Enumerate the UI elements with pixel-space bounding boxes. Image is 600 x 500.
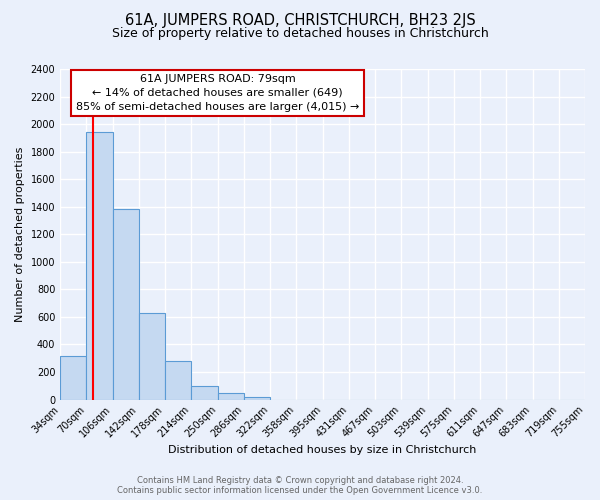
Y-axis label: Number of detached properties: Number of detached properties: [15, 146, 25, 322]
X-axis label: Distribution of detached houses by size in Christchurch: Distribution of detached houses by size …: [169, 445, 477, 455]
Bar: [113, 210, 139, 400]
Text: 61A, JUMPERS ROAD, CHRISTCHURCH, BH23 2JS: 61A, JUMPERS ROAD, CHRISTCHURCH, BH23 2J…: [125, 12, 475, 28]
Bar: [86, 132, 113, 400]
Bar: [244, 397, 270, 400]
Bar: [218, 394, 244, 400]
Bar: [165, 361, 191, 400]
Text: 61A JUMPERS ROAD: 79sqm
← 14% of detached houses are smaller (649)
85% of semi-d: 61A JUMPERS ROAD: 79sqm ← 14% of detache…: [76, 74, 359, 112]
Text: Contains HM Land Registry data © Crown copyright and database right 2024.: Contains HM Land Registry data © Crown c…: [137, 476, 463, 485]
Bar: [60, 356, 86, 400]
Text: Size of property relative to detached houses in Christchurch: Size of property relative to detached ho…: [112, 28, 488, 40]
Bar: [191, 386, 218, 400]
Bar: [139, 314, 165, 400]
Text: Contains public sector information licensed under the Open Government Licence v3: Contains public sector information licen…: [118, 486, 482, 495]
